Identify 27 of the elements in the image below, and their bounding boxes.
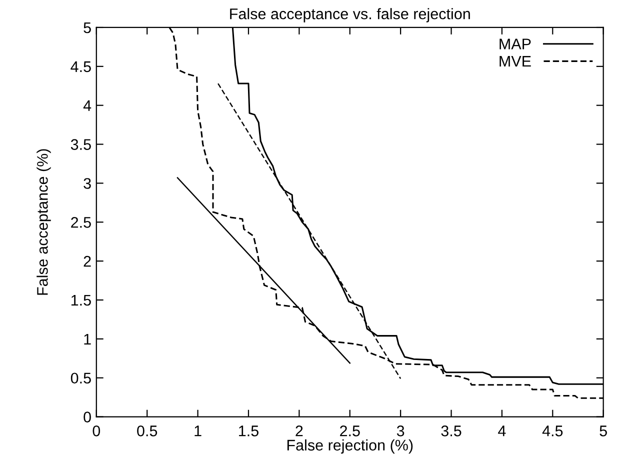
y-tick-label: 3 bbox=[84, 178, 91, 189]
y-tick-label: 0 bbox=[84, 412, 91, 422]
x-tick-label: 1.5 bbox=[239, 426, 258, 436]
x-tick-label: 0.5 bbox=[137, 426, 158, 436]
y-tick-label: 1.5 bbox=[71, 295, 91, 306]
x-tick-label: 3 bbox=[396, 426, 404, 436]
y-axis-title: False acceptance (%) bbox=[36, 149, 51, 295]
x-axis-title: False rejection (%) bbox=[287, 439, 413, 454]
y-tick-label: 2.5 bbox=[71, 217, 91, 228]
y-tick-label: 4.5 bbox=[70, 61, 91, 72]
x-tick-label: 1 bbox=[194, 426, 202, 436]
x-tick-label: 2.5 bbox=[340, 426, 360, 436]
x-tick-label: 0 bbox=[92, 426, 100, 436]
legend-label: MVE bbox=[500, 56, 531, 67]
legend-label: MAP bbox=[500, 38, 531, 50]
y-tick-label: 3.5 bbox=[70, 139, 91, 150]
chart-title: False acceptance vs. false rejection bbox=[230, 8, 470, 22]
x-tick-label: 2 bbox=[296, 426, 303, 436]
y-tick-label: 1 bbox=[84, 334, 91, 344]
x-tick-label: 4 bbox=[498, 426, 506, 436]
y-tick-label: 4 bbox=[83, 100, 92, 111]
x-tick-label: 5 bbox=[600, 426, 607, 436]
y-tick-label: 2 bbox=[84, 256, 91, 267]
y-tick-label: 0.5 bbox=[70, 372, 91, 384]
y-tick-label: 5 bbox=[84, 22, 91, 34]
x-tick-label: 3.5 bbox=[441, 426, 462, 436]
x-tick-label: 4.5 bbox=[542, 426, 563, 436]
